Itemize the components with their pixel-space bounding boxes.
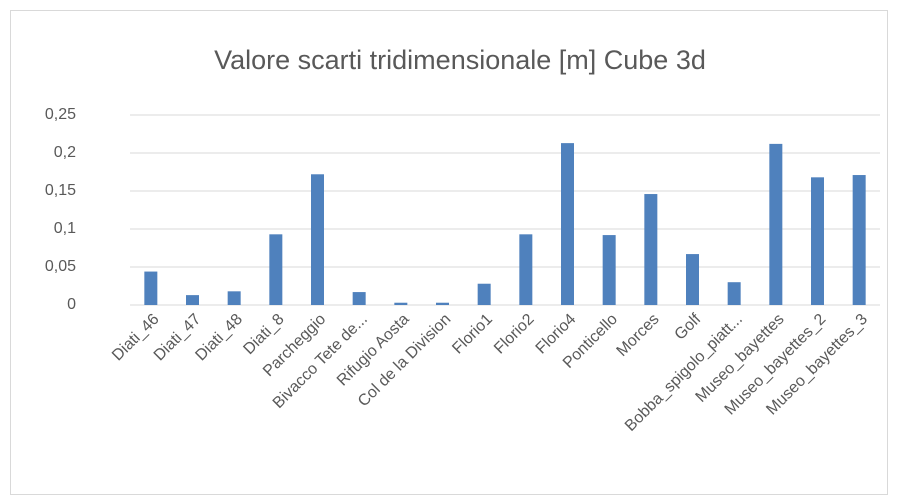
bar	[394, 302, 408, 305]
bar	[269, 234, 283, 305]
y-tick-label: 0,1	[54, 220, 76, 237]
chart-title: Valore scarti tridimensionale [m] Cube 3…	[214, 45, 706, 75]
bar	[602, 235, 616, 305]
bar	[477, 283, 491, 305]
bar	[727, 282, 741, 305]
bar	[311, 174, 324, 305]
bar	[227, 291, 241, 305]
bar	[352, 292, 366, 305]
bar	[519, 234, 533, 305]
bar	[769, 143, 783, 305]
y-tick-label: 0,2	[54, 144, 76, 161]
bar	[144, 271, 158, 305]
bar	[852, 175, 866, 305]
y-tick-label: 0,05	[45, 258, 76, 275]
bar	[561, 143, 574, 305]
y-tick-label: 0,25	[45, 106, 76, 123]
y-tick-label: 0	[67, 296, 76, 313]
bar	[686, 254, 699, 305]
bar	[436, 302, 449, 305]
bar	[644, 194, 658, 305]
bar	[811, 177, 824, 305]
bar	[186, 295, 199, 305]
y-tick-label: 0,15	[45, 182, 76, 199]
chart-border	[10, 10, 888, 495]
